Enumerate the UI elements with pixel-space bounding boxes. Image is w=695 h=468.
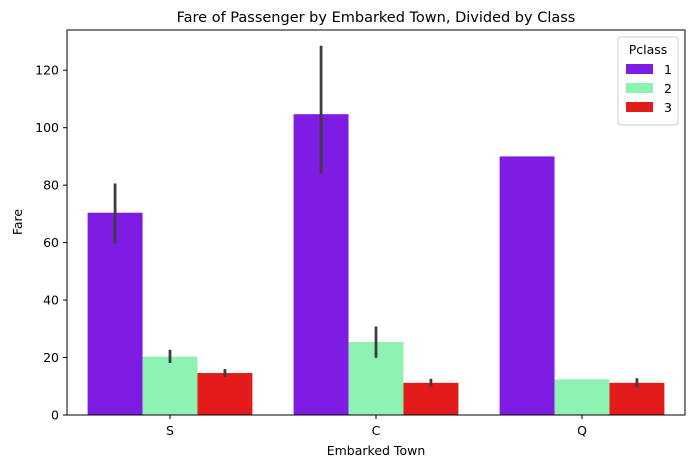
y-tick-label-0: 0 [51,408,59,423]
legend-label-class-3: 3 [664,100,672,115]
bar-Q-class-3 [609,382,665,415]
y-tick-label-100: 100 [35,120,59,135]
error-bars-group [113,45,639,388]
y-axis: 0 20 40 60 80 100 120 [35,63,67,423]
y-tick-label-120: 120 [35,63,59,78]
x-tick-label-Q: Q [577,423,587,438]
bar-C-class-3 [403,382,459,415]
legend: Pclass 1 2 3 [617,36,679,126]
plot-frame [66,29,686,416]
legend-label-class-2: 2 [664,81,672,96]
y-tick-label-60: 60 [43,235,59,250]
legend-title: Pclass [629,42,668,57]
legend-swatch-class-1 [626,64,653,74]
chart-title: Fare of Passenger by Embarked Town, Divi… [177,10,576,26]
x-tick-label-S: S [166,423,174,438]
y-tick-label-20: 20 [43,350,59,365]
bar-Q-class-1 [499,156,555,416]
legend-label-class-1: 1 [664,62,672,77]
legend-swatch-class-3 [626,102,653,112]
x-tick-label-C: C [372,423,381,438]
y-tick-label-80: 80 [43,178,59,193]
bar-Q-class-2 [554,379,610,415]
bar-S-class-1 [87,212,143,415]
y-tick-label-40: 40 [43,293,59,308]
y-axis-label: Fare [10,209,25,236]
bars-group [87,114,665,416]
bar-S-class-3 [197,373,253,415]
x-axis-label: Embarked Town [327,443,426,458]
bar-S-class-2 [142,356,198,415]
legend-swatch-class-2 [626,83,653,93]
